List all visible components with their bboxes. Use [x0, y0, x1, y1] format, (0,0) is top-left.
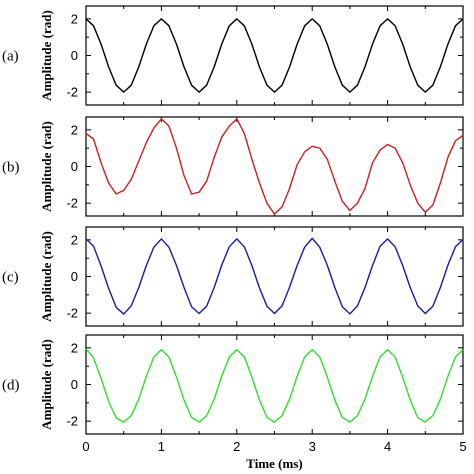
y-tick-label: 2 [71, 122, 78, 137]
y-tick-label: -2 [66, 414, 78, 429]
y-tick-label: 2 [71, 232, 78, 247]
y-axis-label: Amplitude (rad) [39, 10, 54, 101]
y-tick-label: -2 [66, 85, 78, 100]
panel-label: (d) [2, 378, 20, 394]
panel-3: -2 0 2 Amplitude (rad) (c) [2, 226, 464, 327]
y-axis-label: Amplitude (rad) [39, 231, 54, 322]
panel-label: (a) [2, 49, 19, 65]
y-axis-label: Amplitude (rad) [39, 339, 54, 430]
y-tick-label: 0 [71, 159, 78, 174]
x-tick-label: 5 [459, 439, 466, 454]
series-line [85, 18, 464, 93]
y-tick-label: 2 [71, 11, 78, 26]
y-tick-label: 0 [71, 48, 78, 63]
plot-frame [85, 116, 464, 217]
x-tick-label: 3 [309, 439, 316, 454]
x-tick-label: 4 [384, 439, 391, 454]
plot-frame [85, 334, 464, 435]
panel-label: (b) [2, 160, 20, 176]
y-tick-label: -2 [66, 306, 78, 321]
y-tick-label: 0 [71, 269, 78, 284]
y-tick-label: 0 [71, 377, 78, 392]
y-tick-label: -2 [66, 196, 78, 211]
series-line [85, 348, 464, 423]
x-tick-label: 2 [233, 439, 240, 454]
y-axis-label: Amplitude (rad) [39, 121, 54, 212]
panel-4: -2 0 2 0 1 2 3 4 5 Time (ms) Amplitude (rad) (d) [2, 334, 467, 471]
panel-2: -2 0 2 Amplitude (rad) (b) [2, 116, 464, 217]
series-line [85, 118, 464, 215]
series-line [85, 237, 464, 315]
x-axis-label: Time (ms) [246, 456, 302, 471]
x-tick-label: 0 [82, 439, 89, 454]
panel-label: (c) [2, 270, 19, 286]
x-tick-label: 1 [158, 439, 165, 454]
panel-1: -2 0 2 Amplitude (rad) (a) [2, 5, 464, 106]
y-tick-label: 2 [71, 340, 78, 355]
panels: -2 0 2 Amplitude (rad) (a) -2 0 2 Amplitude (rad… [2, 5, 467, 471]
